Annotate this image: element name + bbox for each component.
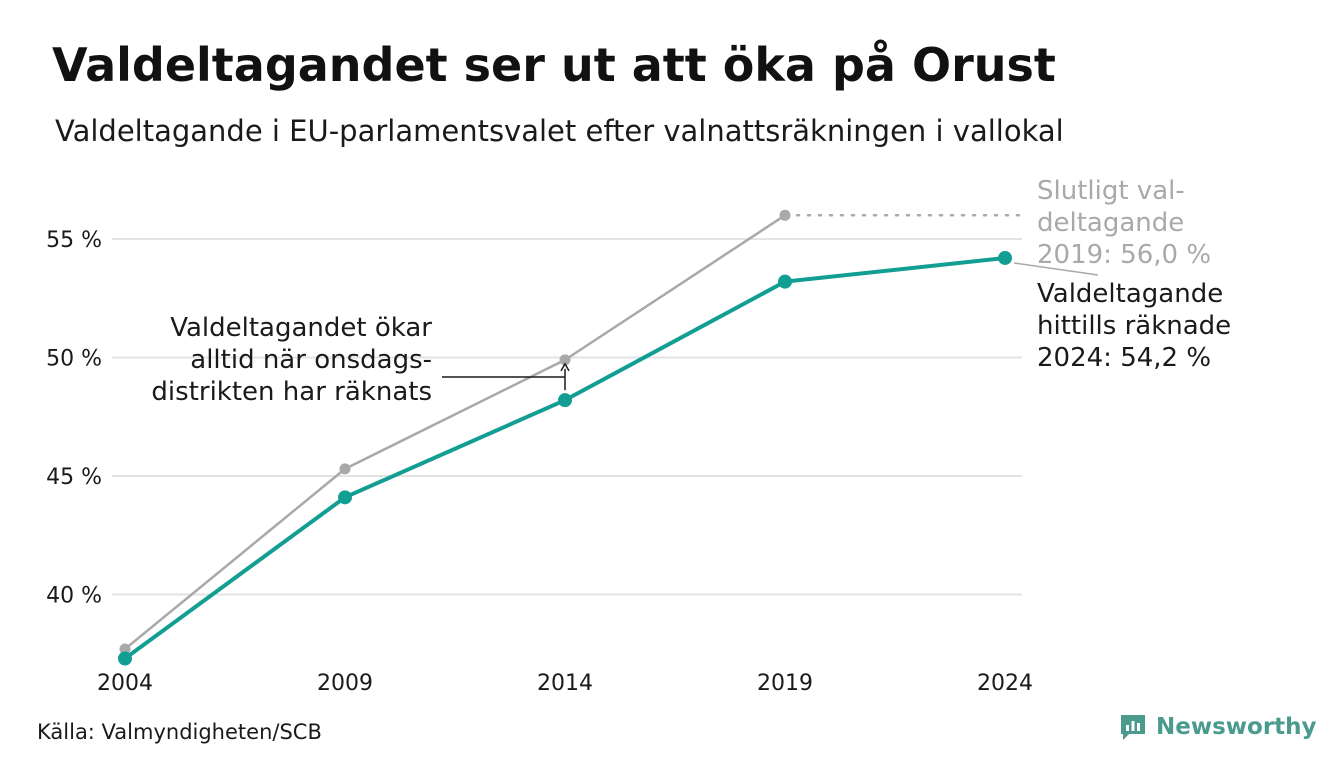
series-lines <box>123 214 1007 661</box>
final-result-label-line-1: Slutligt val- <box>1037 176 1185 206</box>
counting-note-line-1: Valdeltagandet ökar <box>170 313 432 343</box>
x-tick-label-2024: 2024 <box>977 671 1033 696</box>
election-night-point-2004 <box>118 651 132 666</box>
election-night-point-2009 <box>338 490 352 505</box>
x-tick-label-2004: 2004 <box>97 671 153 696</box>
y-tick-label-55: 55 % <box>46 228 102 253</box>
final-result-point-2014 <box>559 354 571 366</box>
final-result-point-2019 <box>779 209 791 221</box>
chart-subtitle: Valdeltagande i EU-parlamentsvalet efter… <box>55 114 1064 148</box>
current-result-connector <box>1013 262 1099 276</box>
election-night-point-2014 <box>558 393 572 408</box>
chart-title: Valdeltagandet ser ut att öka på Orust <box>52 38 1056 92</box>
current-result-label-line-1: Valdeltagande <box>1037 279 1223 309</box>
x-tick-label-2019: 2019 <box>757 671 813 696</box>
current-result-label-line-2: hittills räknade <box>1037 311 1231 341</box>
counting-note-line-3: distrikten har räknats <box>151 377 432 407</box>
y-tick-label-45: 45 % <box>46 465 102 490</box>
counting-note: Valdeltagandet ökar alltid när onsdags-di… <box>151 313 432 407</box>
y-tick-label-50: 50 % <box>46 347 102 372</box>
x-tick-label-2014: 2014 <box>537 671 593 696</box>
final-result-line <box>123 214 787 651</box>
counting-note-line-2: alltid när onsdags- <box>190 345 432 375</box>
x-tick-label-2009: 2009 <box>317 671 373 696</box>
x-axis-ticks: 2004 2009 2014 2019 2024 <box>97 671 1033 696</box>
y-tick-label-40: 40 % <box>46 584 102 609</box>
final-result-label-line-3: 2019: 56,0 % <box>1037 240 1211 270</box>
annotations: Slutligt val-deltagande 2019: 56,0 %Valde… <box>151 176 1231 407</box>
election-night-point-2019 <box>778 274 792 289</box>
brand-logo: Newsworthy <box>1118 712 1317 742</box>
current-result-label-line-3: 2024: 54,2 % <box>1037 343 1211 373</box>
newsworthy-logo-icon <box>1121 715 1145 740</box>
series-points <box>118 209 1012 666</box>
final-result-point-2004 <box>119 643 131 655</box>
current-result-label: Valdeltagande hittills räknade 2024: 54,2 … <box>1037 279 1231 373</box>
final-result-label-line-2: deltagande <box>1037 208 1184 238</box>
election-night-point-2024 <box>998 250 1012 265</box>
brand-name: Newsworthy <box>1156 714 1317 740</box>
note-arrow-head <box>560 362 570 372</box>
grid-lines <box>112 238 1022 596</box>
source-note: Källa: Valmyndigheten/SCB <box>37 720 322 744</box>
final-result-point-2009 <box>339 463 351 475</box>
y-axis-ticks: 40 % 45 % 50 % 55 % <box>46 228 102 609</box>
final-result-label: Slutligt val-deltagande 2019: 56,0 % <box>1037 176 1211 270</box>
